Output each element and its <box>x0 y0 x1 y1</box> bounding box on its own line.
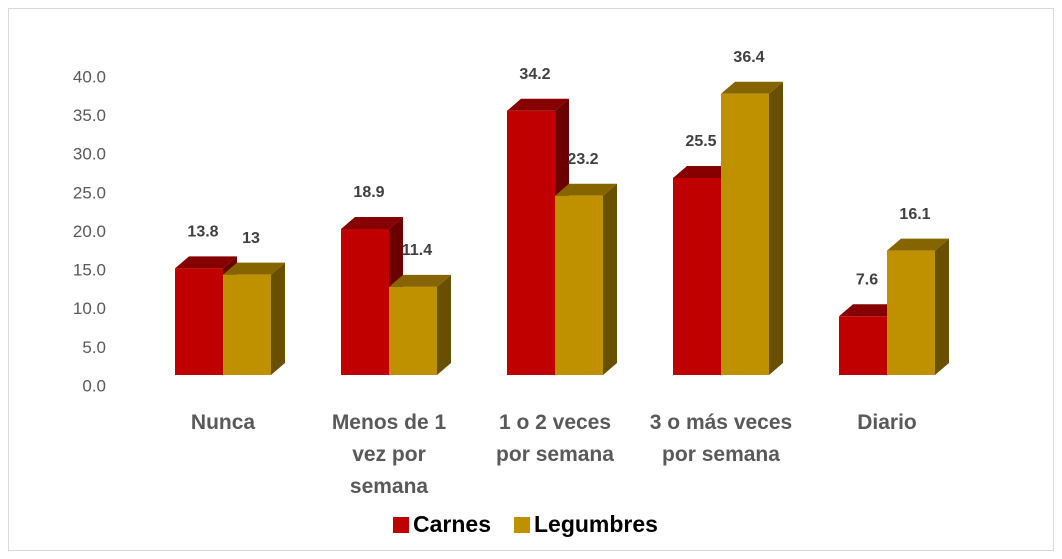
legend-swatch <box>393 517 409 533</box>
legend-label: Carnes <box>413 511 491 537</box>
data-label: 13 <box>242 230 260 247</box>
bar-front <box>721 93 769 375</box>
bar <box>223 262 285 375</box>
bar-side <box>935 238 949 375</box>
bar-top <box>223 262 285 275</box>
bar-side <box>437 274 451 375</box>
y-tick-label: 40.0 <box>73 67 106 86</box>
data-label: 36.4 <box>733 49 764 66</box>
y-tick-label: 20.0 <box>73 222 106 241</box>
data-label: 23.2 <box>567 151 598 168</box>
bar-front <box>839 316 887 375</box>
y-tick-label: 35.0 <box>73 106 106 125</box>
bar-top <box>389 274 451 287</box>
y-tick-label: 10.0 <box>73 299 106 318</box>
data-label: 11.4 <box>402 242 432 259</box>
y-tick-label: 25.0 <box>73 183 106 202</box>
y-tick-label: 5.0 <box>82 338 106 357</box>
x-tick-label: Menos de 1 vez por semana <box>331 411 447 498</box>
legend-label: Legumbres <box>534 511 658 537</box>
bar-side <box>271 262 285 375</box>
bar-top <box>341 216 403 229</box>
y-tick-label: 15.0 <box>73 261 106 280</box>
data-label: 7.6 <box>856 272 878 289</box>
bar-top <box>887 238 949 251</box>
bar-top <box>673 166 735 179</box>
x-tick-label: Diario <box>857 411 917 434</box>
bar <box>389 274 451 375</box>
y-tick-label: 0.0 <box>82 376 106 395</box>
data-label: 16.1 <box>899 206 930 223</box>
y-tick-label: 30.0 <box>73 145 106 164</box>
bar-front <box>223 274 271 375</box>
bar-front <box>555 195 603 375</box>
data-label: 13.8 <box>187 224 218 241</box>
bar <box>721 81 783 375</box>
bar-top <box>721 81 783 94</box>
bar-front <box>887 250 935 375</box>
bar-front <box>673 178 721 375</box>
bar-front <box>389 286 437 375</box>
x-tick-label: Nunca <box>190 411 256 434</box>
bar-top <box>839 304 901 317</box>
bar-front <box>507 110 555 376</box>
bar-top <box>507 98 569 111</box>
bar-front <box>341 228 389 375</box>
data-label: 34.2 <box>519 66 550 83</box>
data-label: 18.9 <box>353 184 384 201</box>
bar <box>555 183 617 375</box>
bar-front <box>175 268 223 375</box>
bar <box>887 238 949 375</box>
bar-side <box>603 183 617 375</box>
bar-top <box>555 183 617 196</box>
data-label: 25.5 <box>685 133 716 150</box>
x-tick-label: 1 o 2 veces por semana <box>496 411 614 466</box>
legend-swatch <box>513 517 530 533</box>
bar-top <box>175 256 237 269</box>
bar-side <box>769 81 783 375</box>
x-tick-label: 3 o más veces por semana <box>649 411 793 466</box>
